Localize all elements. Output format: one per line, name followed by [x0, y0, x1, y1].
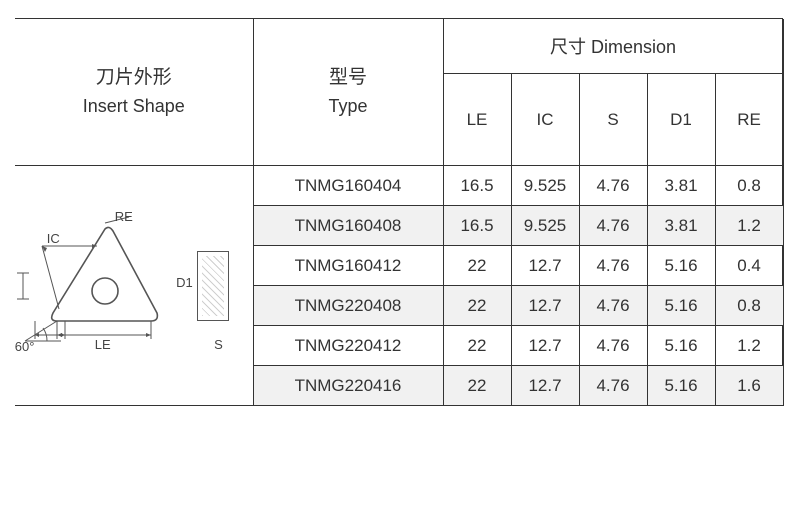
cell-s: 4.76: [579, 326, 647, 366]
cell-d1: 5.16: [647, 246, 715, 286]
cell-d1: 3.81: [647, 166, 715, 206]
header-type-cn: 型号: [329, 67, 367, 88]
cell-re: 0.8: [715, 166, 783, 206]
label-re: RE: [115, 209, 133, 224]
cell-le: 22: [443, 326, 511, 366]
cell-le: 16.5: [443, 206, 511, 246]
cell-ic: 12.7: [511, 286, 579, 326]
side-view-icon: [197, 251, 229, 321]
cell-re: 1.2: [715, 326, 783, 366]
cell-le: 22: [443, 286, 511, 326]
cell-s: 4.76: [579, 286, 647, 326]
header-shape-cn: 刀片外形: [96, 67, 172, 88]
insert-diagram: RE IC LE D1 S 60°: [17, 211, 251, 361]
cell-s: 4.76: [579, 166, 647, 206]
cell-ic: 12.7: [511, 366, 579, 406]
cell-re: 0.8: [715, 286, 783, 326]
cell-le: 22: [443, 246, 511, 286]
cell-ic: 9.525: [511, 166, 579, 206]
cell-s: 4.76: [579, 366, 647, 406]
cell-d1: 5.16: [647, 286, 715, 326]
cell-le: 22: [443, 366, 511, 406]
label-ic: IC: [47, 231, 60, 246]
label-s: S: [214, 337, 223, 352]
cell-type: TNMG220416: [253, 366, 443, 406]
cell-re: 0.4: [715, 246, 783, 286]
header-col-d1: D1: [647, 74, 715, 166]
cell-d1: 5.16: [647, 326, 715, 366]
cell-d1: 5.16: [647, 366, 715, 406]
header-shape-en: Insert Shape: [83, 96, 185, 116]
header-type-en: Type: [328, 96, 367, 116]
table-row: RE IC LE D1 S 60° TNMG160404 16.5 9.525 …: [15, 166, 783, 206]
header-type: 型号 Type: [253, 19, 443, 166]
header-dimension: 尺寸 Dimension: [443, 19, 783, 74]
cell-type: TNMG160404: [253, 166, 443, 206]
header-col-s: S: [579, 74, 647, 166]
diagram-cell: RE IC LE D1 S 60°: [15, 166, 253, 406]
cell-re: 1.6: [715, 366, 783, 406]
cell-s: 4.76: [579, 246, 647, 286]
cell-re: 1.2: [715, 206, 783, 246]
header-col-le: LE: [443, 74, 511, 166]
cell-d1: 3.81: [647, 206, 715, 246]
header-col-re: RE: [715, 74, 783, 166]
cell-type: TNMG160412: [253, 246, 443, 286]
cell-le: 16.5: [443, 166, 511, 206]
spec-table: 刀片外形 Insert Shape 型号 Type 尺寸 Dimension L…: [15, 19, 784, 406]
header-row-1: 刀片外形 Insert Shape 型号 Type 尺寸 Dimension: [15, 19, 783, 74]
header-col-ic: IC: [511, 74, 579, 166]
cell-ic: 12.7: [511, 246, 579, 286]
cell-ic: 12.7: [511, 326, 579, 366]
cell-ic: 9.525: [511, 206, 579, 246]
cell-type: TNMG220408: [253, 286, 443, 326]
spec-table-container: 刀片外形 Insert Shape 型号 Type 尺寸 Dimension L…: [15, 18, 783, 406]
label-d1: D1: [176, 275, 193, 290]
header-insert-shape: 刀片外形 Insert Shape: [15, 19, 253, 166]
cell-type: TNMG160408: [253, 206, 443, 246]
cell-s: 4.76: [579, 206, 647, 246]
label-le: LE: [95, 337, 111, 352]
label-angle: 60°: [15, 339, 35, 354]
cell-type: TNMG220412: [253, 326, 443, 366]
